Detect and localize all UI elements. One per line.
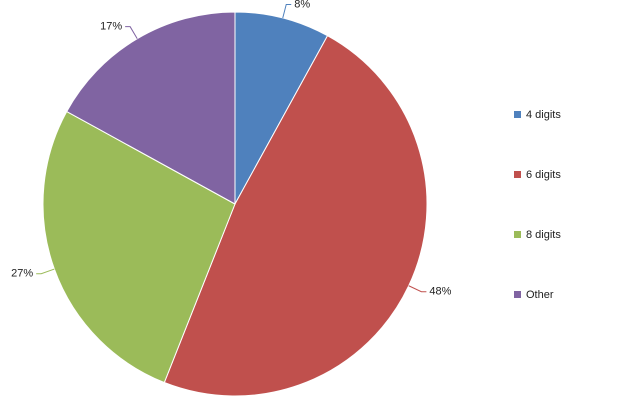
legend-swatch: [514, 171, 521, 178]
legend-swatch: [514, 231, 521, 238]
data-label: 48%: [429, 286, 451, 298]
pie-slice: [163, 35, 428, 397]
leader-line: [408, 285, 427, 293]
data-label: 8%: [294, 0, 310, 10]
legend-label: Other: [526, 289, 554, 301]
data-label: 27%: [11, 268, 33, 280]
data-label: 17%: [100, 21, 122, 33]
legend-label: 6 digits: [526, 169, 561, 181]
legend-swatch: [514, 111, 521, 118]
legend-swatch: [514, 291, 521, 298]
leader-line: [125, 26, 138, 39]
legend-label: 8 digits: [526, 229, 561, 241]
pie-slice: [42, 110, 236, 384]
pie-slice: [234, 11, 329, 205]
legend-label: 4 digits: [526, 109, 561, 121]
leader-line: [36, 268, 55, 275]
leader-line: [282, 3, 292, 19]
